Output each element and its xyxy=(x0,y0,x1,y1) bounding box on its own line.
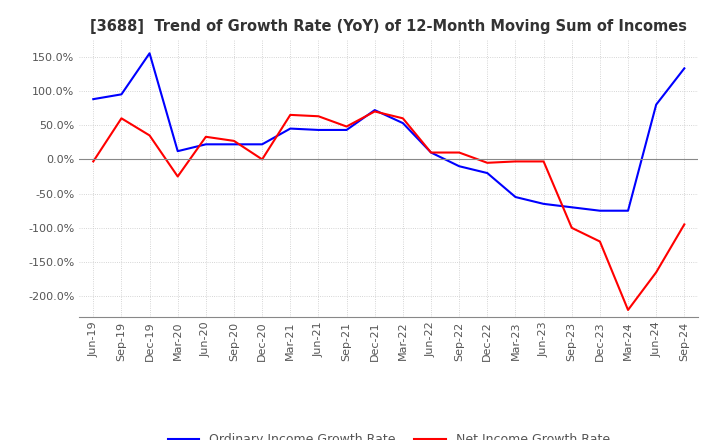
Net Income Growth Rate xyxy=(258,157,266,162)
Ordinary Income Growth Rate xyxy=(286,126,294,131)
Net Income Growth Rate xyxy=(370,109,379,114)
Ordinary Income Growth Rate xyxy=(370,107,379,113)
Net Income Growth Rate xyxy=(89,159,98,164)
Ordinary Income Growth Rate xyxy=(511,194,520,200)
Ordinary Income Growth Rate xyxy=(342,127,351,132)
Line: Ordinary Income Growth Rate: Ordinary Income Growth Rate xyxy=(94,53,684,211)
Net Income Growth Rate xyxy=(314,114,323,119)
Ordinary Income Growth Rate xyxy=(427,150,436,155)
Net Income Growth Rate xyxy=(455,150,464,155)
Net Income Growth Rate xyxy=(117,116,126,121)
Ordinary Income Growth Rate xyxy=(539,201,548,206)
Ordinary Income Growth Rate xyxy=(680,66,688,71)
Net Income Growth Rate xyxy=(399,116,408,121)
Ordinary Income Growth Rate xyxy=(652,102,660,107)
Net Income Growth Rate xyxy=(342,124,351,129)
Net Income Growth Rate xyxy=(483,160,492,165)
Ordinary Income Growth Rate xyxy=(399,121,408,126)
Net Income Growth Rate xyxy=(230,138,238,143)
Net Income Growth Rate xyxy=(511,159,520,164)
Net Income Growth Rate xyxy=(680,222,688,227)
Ordinary Income Growth Rate xyxy=(145,51,154,56)
Ordinary Income Growth Rate xyxy=(117,92,126,97)
Net Income Growth Rate xyxy=(539,159,548,164)
Net Income Growth Rate xyxy=(145,133,154,138)
Title: [3688]  Trend of Growth Rate (YoY) of 12-Month Moving Sum of Incomes: [3688] Trend of Growth Rate (YoY) of 12-… xyxy=(90,19,688,34)
Ordinary Income Growth Rate xyxy=(624,208,632,213)
Line: Net Income Growth Rate: Net Income Growth Rate xyxy=(94,111,684,310)
Legend: Ordinary Income Growth Rate, Net Income Growth Rate: Ordinary Income Growth Rate, Net Income … xyxy=(163,429,615,440)
Net Income Growth Rate xyxy=(567,225,576,231)
Ordinary Income Growth Rate xyxy=(230,142,238,147)
Net Income Growth Rate xyxy=(202,134,210,139)
Ordinary Income Growth Rate xyxy=(595,208,604,213)
Ordinary Income Growth Rate xyxy=(258,142,266,147)
Net Income Growth Rate xyxy=(652,270,660,275)
Net Income Growth Rate xyxy=(286,112,294,117)
Net Income Growth Rate xyxy=(427,150,436,155)
Net Income Growth Rate xyxy=(174,174,182,179)
Ordinary Income Growth Rate xyxy=(314,127,323,132)
Ordinary Income Growth Rate xyxy=(174,149,182,154)
Ordinary Income Growth Rate xyxy=(202,142,210,147)
Net Income Growth Rate xyxy=(624,307,632,312)
Ordinary Income Growth Rate xyxy=(455,164,464,169)
Ordinary Income Growth Rate xyxy=(567,205,576,210)
Ordinary Income Growth Rate xyxy=(89,96,98,102)
Net Income Growth Rate xyxy=(595,239,604,244)
Ordinary Income Growth Rate xyxy=(483,170,492,176)
